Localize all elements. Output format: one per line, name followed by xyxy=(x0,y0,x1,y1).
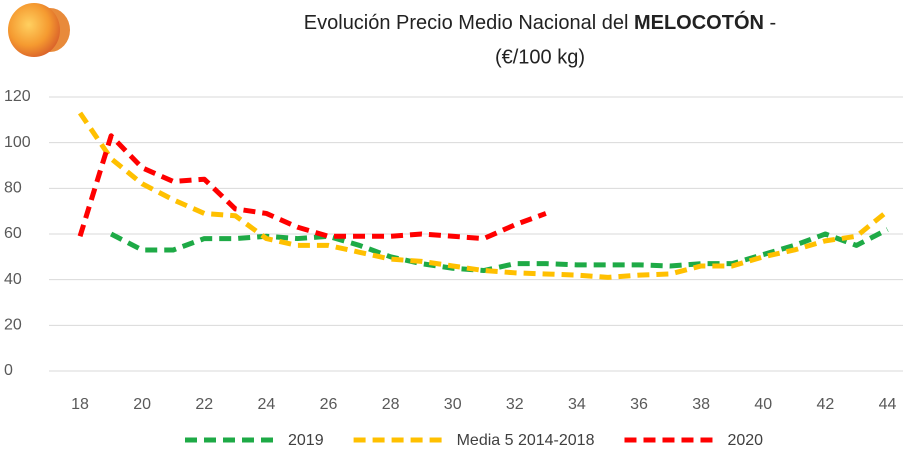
x-tick-label: 28 xyxy=(382,396,400,413)
x-tick-label: 40 xyxy=(754,396,772,413)
peach-icon xyxy=(8,3,70,57)
x-tick-label: 44 xyxy=(879,396,897,413)
y-tick-label: 60 xyxy=(4,225,22,242)
x-tick-label: 34 xyxy=(568,396,586,413)
legend-label: 2019 xyxy=(288,432,324,449)
series-line xyxy=(109,227,889,274)
x-tick-label: 22 xyxy=(195,396,213,413)
title-suffix: - xyxy=(770,12,777,34)
legend-label: 2020 xyxy=(727,432,763,449)
title-prefix: Evolución Precio Medio Nacional del xyxy=(304,12,629,34)
y-tick-label: 40 xyxy=(4,271,22,288)
x-tick-label: 20 xyxy=(133,396,151,413)
x-tick-label: 30 xyxy=(444,396,462,413)
title-bold: MELOCOTÓN xyxy=(634,10,764,34)
x-tick-label: 24 xyxy=(257,396,275,413)
x-tick-label: 36 xyxy=(630,396,648,413)
chart-subtitle: (€/100 kg) xyxy=(495,46,585,68)
series-line xyxy=(77,111,890,280)
y-tick-label: 100 xyxy=(4,134,31,151)
y-tick-label: 80 xyxy=(4,180,22,197)
legend-label: Media 5 2014-2018 xyxy=(457,432,595,449)
x-tick-label: 42 xyxy=(816,396,834,413)
y-tick-label: 120 xyxy=(4,88,31,105)
chart-title: Evolución Precio Medio Nacional del MELO… xyxy=(304,10,776,34)
x-tick-label: 26 xyxy=(320,396,338,413)
x-tick-label: 32 xyxy=(506,396,524,413)
series-line xyxy=(77,133,547,242)
x-tick-label: 38 xyxy=(692,396,710,413)
y-tick-label: 20 xyxy=(4,317,22,334)
x-tick-label: 18 xyxy=(71,396,89,413)
y-tick-label: 0 xyxy=(4,362,13,379)
